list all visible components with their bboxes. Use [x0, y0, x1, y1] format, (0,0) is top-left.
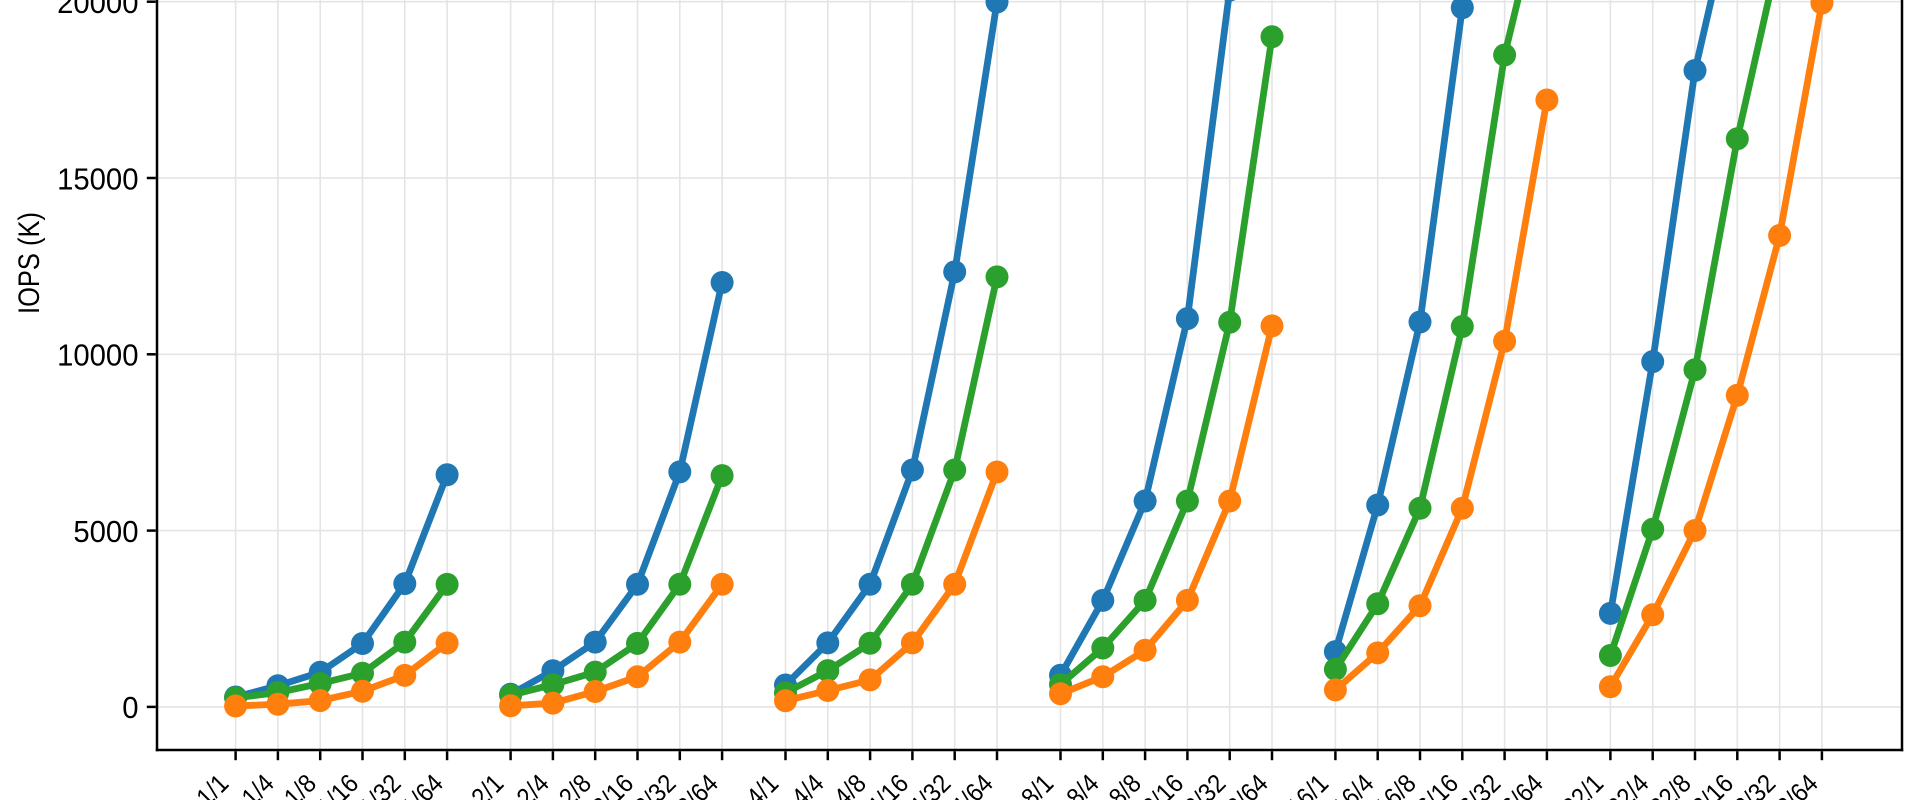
svg-text:15000: 15000	[57, 163, 138, 197]
svg-text:5000: 5000	[73, 515, 138, 549]
svg-text:20000: 20000	[57, 0, 138, 20]
svg-text:IOPS (K): IOPS (K)	[12, 212, 45, 314]
svg-text:10000: 10000	[57, 339, 138, 373]
svg-text:0: 0	[122, 691, 138, 725]
